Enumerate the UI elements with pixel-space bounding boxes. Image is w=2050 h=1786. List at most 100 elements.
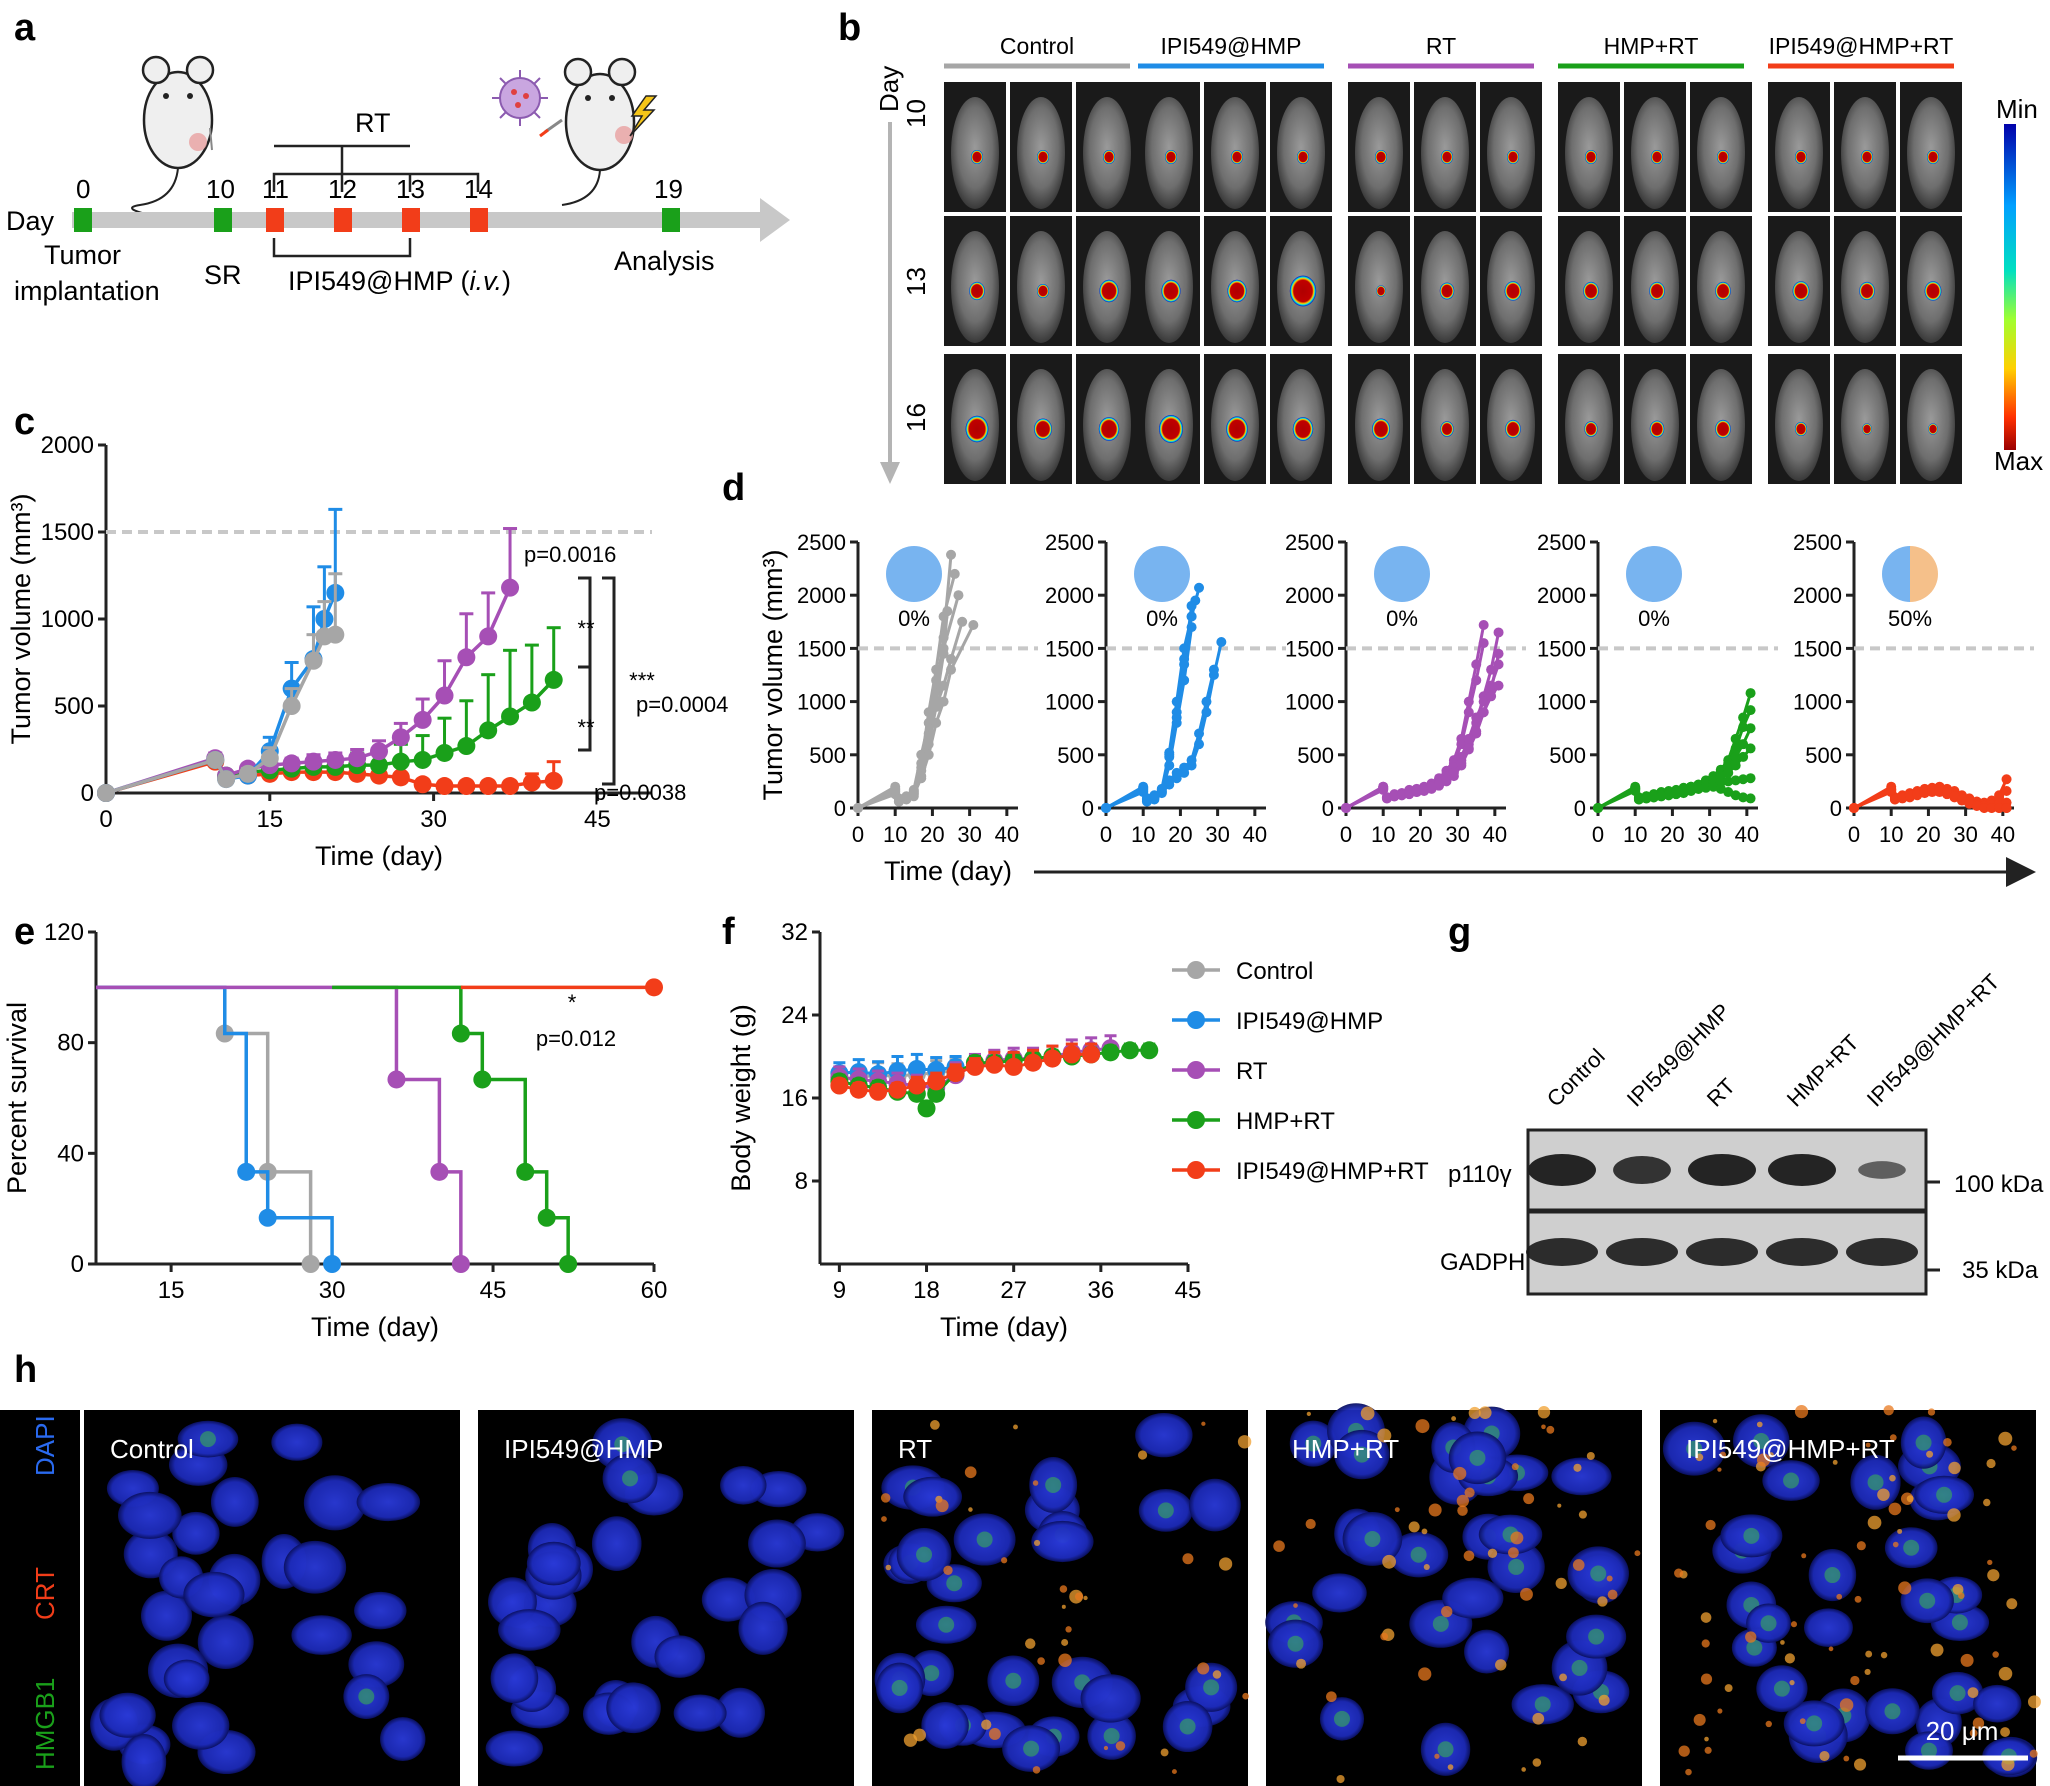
legend-item-control: Control <box>1172 958 1313 985</box>
crt-signal <box>1451 1416 1457 1421</box>
data-point <box>435 743 454 762</box>
nucleus <box>163 1659 210 1698</box>
crt-signal <box>1557 1503 1562 1508</box>
crt-signal <box>1103 1745 1109 1751</box>
data-point <box>1738 739 1749 750</box>
crt-signal <box>935 1499 949 1513</box>
data-point <box>1486 691 1497 702</box>
crt-signal <box>1889 1474 1896 1482</box>
x-tick-label: 45 <box>1175 1277 1202 1304</box>
mouse-image <box>944 354 1006 484</box>
crt-signal <box>1693 1713 1706 1726</box>
crt-signal <box>1883 1405 1894 1416</box>
data-point <box>1101 803 1111 813</box>
crt-signal <box>1854 1595 1862 1603</box>
luminescence-signal <box>1792 281 1810 301</box>
hmgb1-signal <box>1936 1486 1953 1503</box>
crt-signal <box>1704 1736 1709 1742</box>
blot-label-gadph: GADPH <box>1440 1249 1525 1276</box>
panel-letter-d: d <box>722 467 745 509</box>
data-point <box>501 777 520 796</box>
crt-signal <box>913 1728 926 1742</box>
crt-signal <box>1160 1748 1169 1757</box>
nucleus <box>1804 1608 1853 1647</box>
data-point <box>1745 793 1756 804</box>
nucleus <box>485 1730 543 1767</box>
data-point <box>1745 743 1756 754</box>
data-point <box>1186 622 1197 633</box>
mouse-image <box>1138 82 1200 212</box>
fluorescence-image-ipi549-hmp: IPI549@HMP <box>478 1410 854 1786</box>
luminescence-signal <box>1928 423 1938 435</box>
data-point <box>282 754 301 773</box>
crt-signal <box>1756 1453 1771 1467</box>
p-value-label: p=0.0016 <box>524 542 616 567</box>
crt-signal <box>1705 1519 1716 1531</box>
crt-signal <box>1853 1758 1867 1771</box>
data-point <box>1686 784 1697 795</box>
data-point <box>1411 785 1422 796</box>
y-tick-label: 1500 <box>797 636 846 661</box>
data-point <box>1678 785 1689 796</box>
series-rt <box>96 985 470 1273</box>
crt-signal <box>1836 1593 1843 1600</box>
y-tick-label: 2500 <box>1045 530 1094 555</box>
crt-signal <box>1927 1408 1936 1416</box>
timeline-day-11: 11 <box>262 174 289 204</box>
crt-signal <box>1508 1547 1519 1559</box>
data-point <box>413 750 432 769</box>
data-point <box>1024 1053 1043 1072</box>
blot-lane-label: Control <box>1542 1044 1610 1112</box>
hmgb1-signal <box>1023 1740 1040 1757</box>
crt-signal <box>1468 1406 1481 1420</box>
mouse-image <box>1414 354 1476 484</box>
data-point <box>888 1062 907 1081</box>
scale-bar-label: 20 μm <box>1926 1716 1999 1746</box>
luminescence-signal <box>1583 281 1599 301</box>
crt-signal <box>1059 1585 1068 1593</box>
crt-signal <box>1456 1494 1469 1508</box>
mouse-image <box>1768 354 1830 484</box>
crt-signal <box>1032 1766 1041 1774</box>
panel-letter-g: g <box>1448 911 1471 953</box>
crt-signal <box>1867 1515 1882 1530</box>
luminescence-signal <box>1715 419 1731 439</box>
x-tick-label: 10 <box>1623 822 1647 847</box>
luminescence-signal <box>1927 150 1939 164</box>
y-tick-label: 1500 <box>1537 636 1586 661</box>
y-tick-label: 1000 <box>797 690 846 715</box>
data-point <box>391 728 410 747</box>
data-point <box>1201 696 1212 707</box>
data-point <box>1463 743 1474 754</box>
crt-signal <box>981 1719 992 1730</box>
fluorescence-image-rt: RT <box>872 1410 1252 1786</box>
hmgb1-signal <box>1884 1703 1901 1720</box>
significance-stars: *** <box>629 668 655 693</box>
nucleus <box>1031 1520 1094 1563</box>
crt-signal <box>2029 1749 2038 1758</box>
data-point <box>413 775 432 794</box>
data-point <box>830 1076 849 1095</box>
timeline-marker-day10 <box>214 208 232 232</box>
data-point <box>1723 776 1734 787</box>
timeline-panel: Day RT 0 10 11 12 13 14 19 Tumor implant… <box>6 55 790 306</box>
timeline-marker-day11 <box>266 208 284 232</box>
timeline-day-12: 12 <box>328 174 357 204</box>
crt-signal <box>1674 1568 1684 1578</box>
nucleus <box>172 1511 220 1555</box>
y-tick-label: 2000 <box>797 583 846 608</box>
timeline-marker-day19 <box>662 208 680 232</box>
crt-signal <box>1958 1592 1965 1600</box>
x-tick-label: 20 <box>1408 822 1432 847</box>
x-tick-label: 30 <box>319 1277 346 1304</box>
data-point <box>479 721 498 740</box>
crt-signal <box>1293 1603 1298 1608</box>
x-tick-label: 20 <box>1916 822 1940 847</box>
crt-signal <box>1865 1650 1873 1658</box>
crt-signal <box>1418 1667 1432 1681</box>
crt-signal <box>1541 1424 1546 1430</box>
x-tick-label: 10 <box>1879 822 1903 847</box>
series-control <box>97 572 345 802</box>
crt-signal <box>1865 1442 1871 1448</box>
crt-signal <box>1421 1528 1428 1535</box>
